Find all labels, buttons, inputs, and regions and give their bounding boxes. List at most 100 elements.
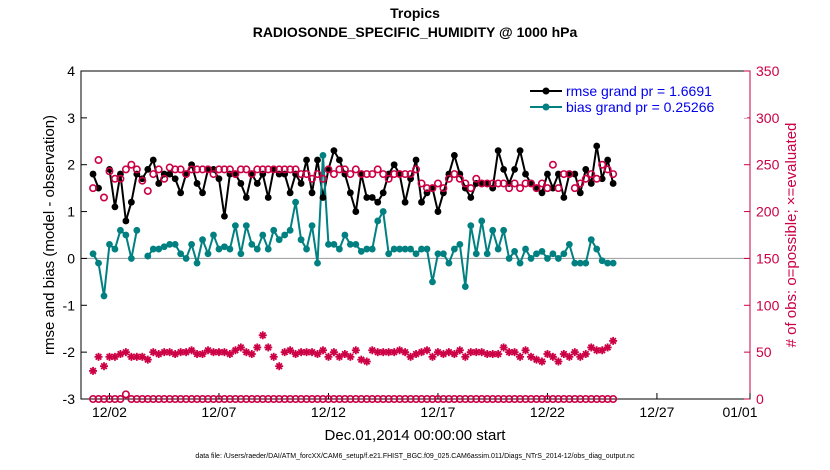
bias-point — [314, 259, 321, 267]
evaluated-point — [570, 348, 579, 357]
bias-point — [467, 222, 475, 230]
rmse-point — [527, 180, 535, 187]
rmse-point — [571, 170, 579, 178]
bias-point — [127, 255, 135, 262]
possible-point — [154, 165, 163, 174]
evaluated-point — [329, 348, 338, 357]
star-stroke — [527, 353, 535, 361]
possible-point — [313, 170, 322, 179]
evaluated-point — [455, 346, 464, 355]
evaluated-point — [351, 346, 360, 355]
evaluated-point — [340, 350, 349, 359]
rmse-segment — [321, 169, 330, 198]
chart-title: Tropics — [390, 5, 440, 21]
y-tick-label: 2 — [67, 157, 75, 173]
y-right-tick-label: 0 — [756, 391, 764, 407]
evaluated-point — [286, 346, 295, 355]
possible-point — [94, 156, 103, 165]
possible_low-point — [565, 394, 574, 403]
possible_low-point — [532, 394, 541, 403]
possible_low-point — [253, 394, 262, 403]
bias-segment — [486, 230, 494, 254]
star-stroke — [604, 344, 612, 351]
possible_low-point — [116, 394, 125, 403]
star-stroke — [314, 350, 321, 358]
possible_low-point — [154, 394, 163, 403]
possible-point — [214, 165, 223, 174]
evaluated-point — [253, 343, 262, 352]
evaluated-point — [127, 352, 136, 361]
bias-point — [259, 231, 267, 239]
evaluated-point — [516, 352, 525, 361]
star-stroke — [303, 348, 310, 356]
evaluated-point — [313, 350, 322, 359]
y-right-tick-label: 300 — [756, 110, 780, 126]
possible_low-point — [548, 394, 557, 403]
possible_low-point — [220, 394, 229, 403]
evaluated-point — [204, 346, 213, 355]
rmse-segment — [245, 173, 253, 198]
rmse-point — [390, 161, 398, 169]
possible-point — [554, 184, 563, 193]
evaluated-point — [483, 350, 492, 359]
possible_low-point — [313, 394, 322, 403]
possible_low-point — [461, 394, 470, 403]
rmse-point — [319, 194, 327, 201]
possible_low-point — [346, 394, 355, 403]
evaluated-point — [198, 350, 207, 359]
star-stroke — [423, 346, 431, 354]
bias-point — [308, 222, 316, 230]
star-stroke — [270, 353, 278, 361]
star-stroke — [166, 348, 174, 356]
rmse-segment — [398, 173, 407, 203]
bias-point — [593, 245, 601, 253]
bias-point — [253, 245, 261, 253]
bias-point — [89, 250, 97, 258]
evaluated-point — [406, 352, 415, 361]
bias-segment — [480, 220, 489, 254]
bias-point — [390, 245, 398, 253]
bias-point — [565, 240, 573, 248]
bias-segment — [458, 244, 467, 287]
possible-point — [543, 184, 552, 193]
bias-point — [226, 245, 234, 253]
rmse-point — [467, 194, 475, 201]
bias-point — [286, 226, 294, 234]
bias-point — [483, 250, 491, 258]
evaluated-point — [99, 362, 108, 371]
star-stroke — [248, 350, 256, 358]
possible-point — [444, 174, 453, 183]
bias-segment — [97, 262, 105, 297]
evaluated-point — [187, 346, 196, 355]
rmse-segment — [108, 169, 116, 208]
bias-point — [160, 243, 168, 251]
possible_low-point — [242, 394, 251, 403]
possible-point — [379, 170, 388, 179]
possible-point — [368, 170, 377, 179]
possible-point — [110, 174, 119, 183]
possible-point — [318, 174, 327, 183]
star-stroke — [149, 348, 157, 356]
possible-point — [286, 165, 295, 174]
rmse-point — [166, 170, 174, 178]
rmse-point — [374, 198, 382, 206]
bias-point — [494, 245, 502, 253]
bias-segment — [464, 225, 472, 287]
possible_low-point — [258, 394, 267, 403]
rmse-point — [538, 189, 546, 197]
bias-point — [95, 259, 102, 267]
star-stroke — [483, 350, 491, 358]
bias-segment — [124, 234, 133, 259]
y-tick-label: 4 — [67, 63, 75, 79]
rmse-point — [182, 170, 190, 178]
bias-point — [374, 217, 382, 225]
rmse-point — [325, 166, 332, 173]
rmse-segment — [217, 178, 226, 217]
star-stroke — [325, 353, 332, 361]
possible-point — [488, 179, 497, 188]
possible-point — [242, 165, 251, 174]
star-stroke — [587, 344, 595, 351]
possible-point — [494, 179, 503, 188]
bias-point — [554, 255, 562, 262]
possible_low-point — [302, 394, 311, 403]
